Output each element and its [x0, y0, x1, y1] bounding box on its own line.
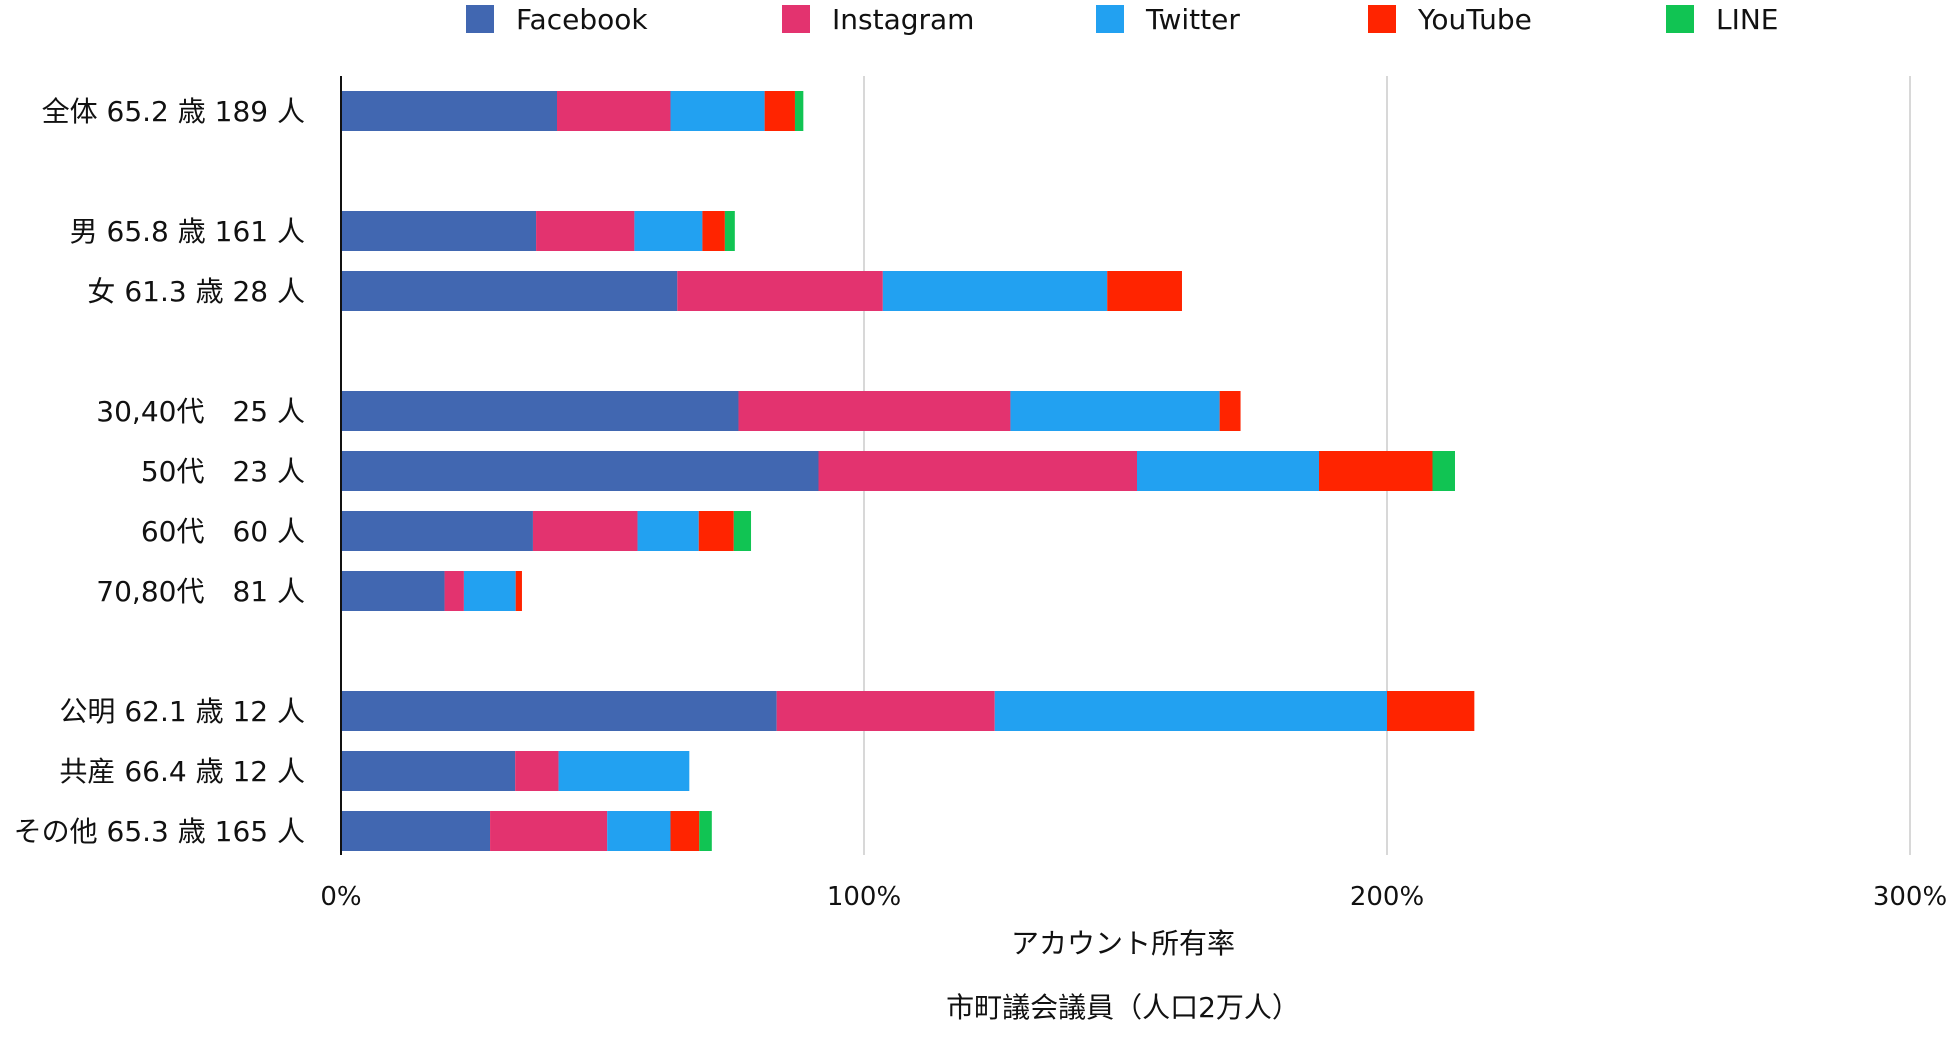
bar-segment-instagram [536, 211, 635, 251]
category-label: 全体 65.2 歳 189 人 [42, 95, 305, 128]
bar-segment-youtube [698, 511, 734, 551]
bar-segment-youtube [764, 91, 795, 131]
legend-item-facebook: Facebook [466, 3, 648, 36]
legend-item-line: LINE [1666, 3, 1779, 36]
bar-segment-instagram [738, 391, 1011, 431]
legend-label: Twitter [1145, 3, 1240, 36]
bar-segment-twitter [637, 511, 699, 551]
bar-segment-line [794, 91, 804, 131]
legend-item-youtube: YouTube [1368, 3, 1532, 36]
bar-segment-facebook [341, 391, 739, 431]
category-label: 50代 23 人 [141, 455, 305, 488]
legend-item-twitter: Twitter [1096, 3, 1240, 36]
x-tick-label: 100% [827, 882, 901, 912]
bar-segment-facebook [341, 211, 537, 251]
legend-label: YouTube [1417, 3, 1532, 36]
bar-segment-twitter [882, 271, 1108, 311]
legend-item-instagram: Instagram [782, 3, 974, 36]
bar-segment-instagram [515, 751, 559, 791]
bar-segment-instagram [556, 91, 671, 131]
category-label: 30,40代 25 人 [96, 395, 305, 428]
category-label: 公明 62.1 歳 12 人 [59, 695, 305, 728]
bar-segment-line [724, 211, 735, 251]
bar-segment-youtube [1107, 271, 1182, 311]
bar-segment-youtube [1219, 391, 1241, 431]
bar-segment-twitter [634, 211, 703, 251]
bar-segment-instagram [776, 691, 995, 731]
x-tick-label: 0% [320, 882, 361, 912]
bar-segment-twitter [463, 571, 516, 611]
bar-segment-youtube [702, 211, 725, 251]
x-tick-labels: 0% 100% 200% 300% [320, 882, 1947, 912]
legend-label: LINE [1716, 3, 1779, 36]
bar-segment-instagram [677, 271, 883, 311]
bar-segment-line [699, 811, 712, 851]
bar-segment-twitter [1137, 451, 1320, 491]
category-label: 共産 66.4 歳 12 人 [59, 755, 305, 788]
legend: Facebook Instagram Twitter YouTube LINE [466, 3, 1779, 36]
legend-label: Instagram [832, 3, 974, 36]
chart-subtitle: 市町議会議員（人口2万人） [946, 991, 1300, 1024]
category-label: その他 65.3 歳 165 人 [14, 815, 305, 848]
x-tick-label: 300% [1873, 882, 1947, 912]
legend-swatch [782, 5, 810, 33]
category-labels: 全体 65.2 歳 189 人男 65.8 歳 161 人女 61.3 歳 28… [14, 95, 305, 848]
bar-segment-instagram [490, 811, 608, 851]
bar-segment-youtube [515, 571, 522, 611]
bar-segment-facebook [341, 271, 678, 311]
bar-segment-line [733, 511, 752, 551]
bar-segment-facebook [341, 751, 516, 791]
bar-segment-facebook [341, 511, 533, 551]
bar-segment-twitter [607, 811, 671, 851]
category-label: 70,80代 81 人 [96, 575, 305, 608]
category-label: 女 61.3 歳 28 人 [87, 275, 305, 308]
bars [341, 91, 1475, 851]
bar-segment-twitter [558, 751, 690, 791]
legend-swatch [1096, 5, 1124, 33]
bar-segment-instagram [818, 451, 1138, 491]
bar-segment-twitter [994, 691, 1387, 731]
bar-segment-youtube [1387, 691, 1475, 731]
bar-segment-facebook [341, 451, 819, 491]
legend-swatch [466, 5, 494, 33]
bar-segment-youtube [670, 811, 700, 851]
legend-swatch [1666, 5, 1694, 33]
bar-segment-twitter [1010, 391, 1220, 431]
x-axis-title: アカウント所有率 [1011, 927, 1235, 960]
legend-swatch [1368, 5, 1396, 33]
bar-segment-instagram [532, 511, 638, 551]
bar-segment-facebook [341, 91, 557, 131]
bar-segment-facebook [341, 571, 445, 611]
legend-label: Facebook [516, 3, 648, 36]
bar-segment-facebook [341, 691, 777, 731]
x-tick-label: 200% [1350, 882, 1424, 912]
bar-segment-twitter [670, 91, 765, 131]
category-label: 男 65.8 歳 161 人 [70, 215, 305, 248]
bar-segment-facebook [341, 811, 491, 851]
category-label: 60代 60 人 [141, 515, 305, 548]
bar-segment-youtube [1319, 451, 1433, 491]
bar-segment-line [1432, 451, 1455, 491]
bar-segment-instagram [444, 571, 464, 611]
